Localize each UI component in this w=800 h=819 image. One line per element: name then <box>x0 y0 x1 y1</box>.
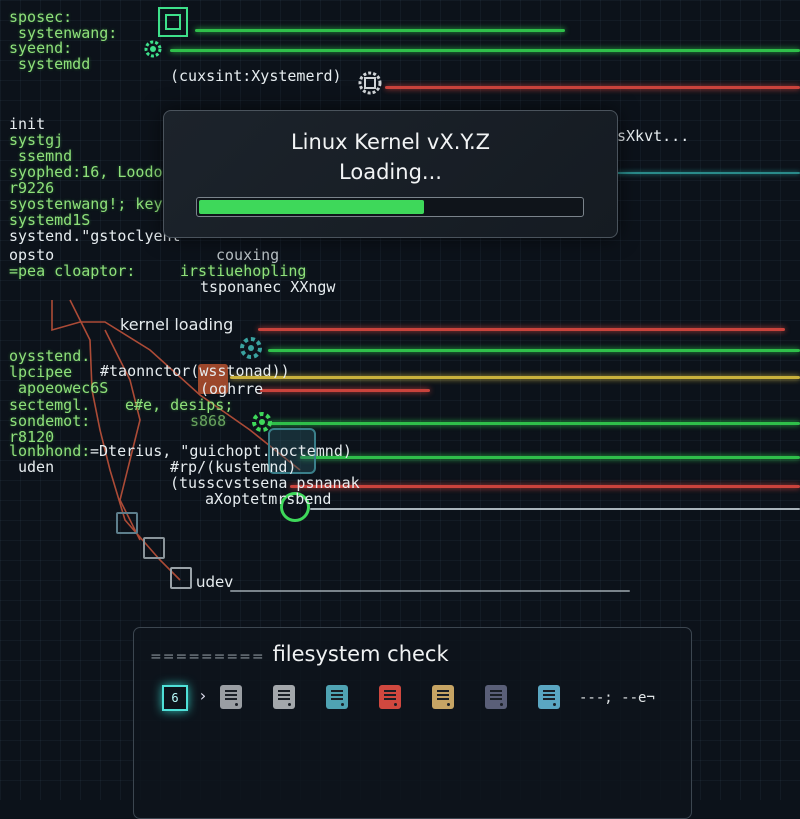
status-line-red <box>385 86 800 89</box>
current-step-indicator: 6 <box>162 685 188 711</box>
log-line: irstiuehopling <box>180 262 307 280</box>
disk-icon <box>326 685 348 709</box>
log-line: systenwang: <box>18 24 118 42</box>
udev-label: udev <box>196 573 234 591</box>
log-line: systemd1S <box>9 211 91 229</box>
status-line-red <box>260 389 430 392</box>
log-line: oysstend. <box>9 347 91 365</box>
log-line: lpcipee <box>9 363 73 381</box>
log-line: r8120 <box>9 428 55 446</box>
progress-bar-fill <box>199 200 425 214</box>
log-line: uden <box>18 458 55 476</box>
log-line: syophed:16, Loodo <box>9 163 163 181</box>
kernel-loading-label: kernel loading <box>120 315 234 334</box>
status-line-white <box>310 508 800 510</box>
gear-icon <box>144 40 162 58</box>
progress-bar <box>196 197 584 217</box>
log-line: (cuxsint:Xystemerd) <box>170 67 342 85</box>
document-icon <box>143 537 165 559</box>
disk-icon <box>379 685 401 709</box>
loading-status: Loading... <box>339 160 442 184</box>
kernel-loading-dialog: Linux Kernel vX.Y.Z Loading... <box>163 110 618 238</box>
disk-icon <box>538 685 560 709</box>
cpu-gear-icon <box>358 71 382 95</box>
log-line: sXkvt... <box>617 127 690 145</box>
circuit-traces <box>51 299 301 581</box>
status-line-red <box>258 328 785 331</box>
log-line: systemdd <box>18 55 91 73</box>
status-ok-icon <box>280 492 310 522</box>
log-line: opsto <box>9 246 55 264</box>
title-text: filesystem check <box>272 642 449 666</box>
status-line-red <box>290 485 800 488</box>
document-icon <box>170 567 192 589</box>
disk-icon <box>485 685 507 709</box>
disk-icon <box>220 685 242 709</box>
log-line: systgj <box>9 131 64 149</box>
status-line-yellow <box>230 376 800 379</box>
log-line: =Dterius, "guichopt.noctemnd) <box>90 442 352 460</box>
log-line: sectemgl. <box>9 396 91 414</box>
log-line: s868 <box>190 412 227 430</box>
log-line: syostenwang!; key <box>9 195 163 213</box>
log-line: init <box>9 115 46 133</box>
status-line-teal <box>617 172 800 174</box>
log-line: lonbhond: <box>9 442 91 460</box>
log-line: apoeowec6S <box>18 379 109 397</box>
log-line: sposec: <box>9 8 73 26</box>
terminal-icon <box>268 428 316 474</box>
trailing-status: ---; --e¬ <box>579 690 655 706</box>
gear-icon <box>240 337 262 359</box>
status-line-green <box>170 49 800 52</box>
log-line: =pea cloaptor: <box>9 262 136 280</box>
log-line: e#e, desips; <box>125 396 234 414</box>
disk-icon <box>432 685 454 709</box>
warning-icon <box>198 364 228 394</box>
log-line: tsponanec XXngw <box>200 278 336 296</box>
log-line: syeend: <box>9 39 73 57</box>
chevron-right-icon: › <box>198 686 208 705</box>
log-line: #rp/(kustemnd) <box>170 458 297 476</box>
gear-icon <box>252 412 272 432</box>
log-line: r9226 <box>9 179 55 197</box>
log-line: couxing <box>216 246 280 264</box>
status-line-green <box>300 456 800 459</box>
log-line: (oghrre <box>200 380 264 398</box>
log-line: aXoptetmrsbend <box>205 490 332 508</box>
chip-icon <box>158 7 188 37</box>
status-line-green <box>268 349 800 352</box>
filesystem-check-title: ========= filesystem check <box>150 642 449 666</box>
status-line-white <box>230 590 630 592</box>
status-line-green <box>195 29 565 32</box>
title-prefix: ========= <box>150 649 265 665</box>
disk-icon <box>273 685 295 709</box>
log-line: sondemot: <box>9 412 91 430</box>
log-line: systend."gstoclyent <box>9 227 181 245</box>
log-line: #taonnctor(wsstonad)) <box>100 362 290 380</box>
log-line: (tusscvstsena psnanak <box>170 474 360 492</box>
kernel-version-title: Linux Kernel vX.Y.Z <box>290 130 491 154</box>
status-line-green <box>268 422 800 425</box>
document-icon <box>116 512 138 534</box>
filesystem-check-panel: ========= filesystem check 6 › ---; --e¬ <box>133 627 692 819</box>
log-line: ssemnd <box>18 147 73 165</box>
